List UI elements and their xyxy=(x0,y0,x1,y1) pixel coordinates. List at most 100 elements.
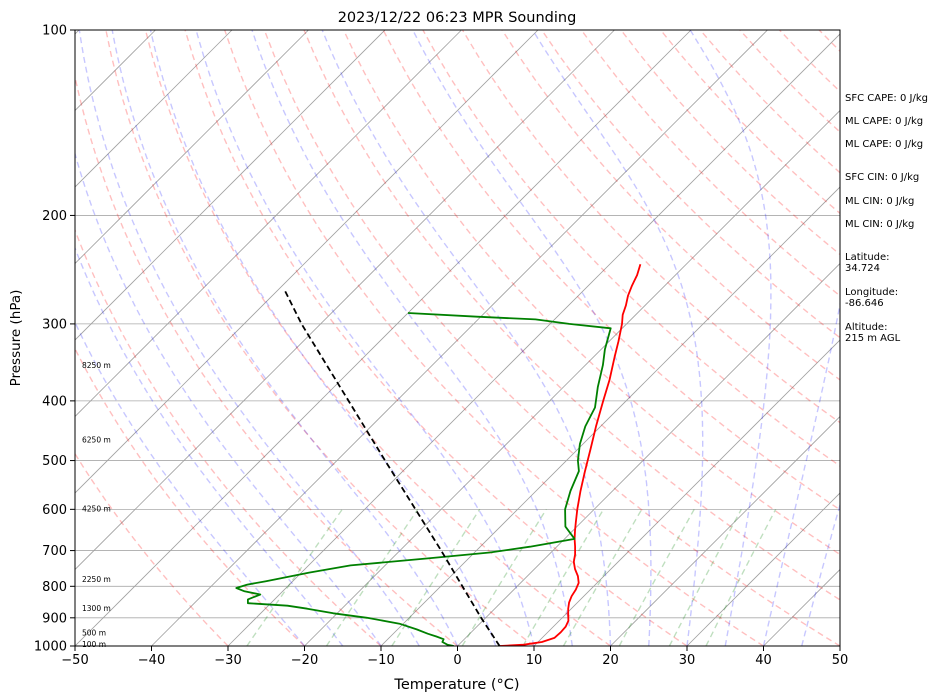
x-axis-label: Temperature (°C) xyxy=(393,677,519,693)
isotherm-line xyxy=(380,186,840,646)
x-tick-label: 40 xyxy=(755,653,772,668)
x-tick-label: −30 xyxy=(214,653,241,668)
mixing-ratio-line xyxy=(246,508,343,646)
isotherm-line xyxy=(75,30,309,265)
x-tick-label: 10 xyxy=(526,653,543,668)
moist-adiabat-line xyxy=(75,246,344,646)
mixing-ratio-line xyxy=(522,508,605,646)
moist-adiabat-line xyxy=(78,30,420,646)
dry-adiabat-line xyxy=(580,30,840,297)
ml-cape-text: ML CAPE: 0 J/kg xyxy=(845,116,924,127)
axes: −50 −40 −30 −20 −10 0 10 20 30 40 50 100 200 300 400 50… xyxy=(34,24,848,669)
isotherm-line xyxy=(75,30,386,341)
y-axis-label: Pressure (hPa) xyxy=(8,290,24,387)
x-tick-label: 50 xyxy=(832,653,849,668)
isotherm-line xyxy=(151,30,768,646)
ml-cin-text: ML CIN: 0 J/kg xyxy=(845,196,915,207)
moist-adiabat-line xyxy=(111,30,459,646)
moist-adiabat-line xyxy=(689,30,772,646)
dry-adiabat-line xyxy=(144,30,611,646)
moist-adiabat-line xyxy=(762,300,840,646)
dry-adiabat-line xyxy=(382,30,840,511)
plot-frame xyxy=(74,29,841,647)
isotherm-line xyxy=(610,415,840,646)
isotherm-line xyxy=(304,109,840,646)
sounding-traces xyxy=(235,263,642,646)
x-tick-label: −50 xyxy=(61,653,88,668)
y-tick-label: 900 xyxy=(42,611,67,626)
height-label: 4250 m xyxy=(82,504,111,513)
chart-title: 2023/12/22 06:23 MPR Sounding xyxy=(338,10,577,26)
x-tick-label: −40 xyxy=(138,653,165,668)
height-label: 1300 m xyxy=(82,604,111,613)
moist-adiabat-line xyxy=(412,30,652,646)
dry-adiabat-line xyxy=(224,30,764,646)
dry-adiabat-line xyxy=(263,30,840,646)
dry-adiabat-line xyxy=(422,30,840,467)
mixing-ratio-line xyxy=(618,508,695,646)
moist-adiabat-line xyxy=(195,30,535,646)
isotherm-line xyxy=(75,30,233,188)
isotherm-line xyxy=(75,30,462,418)
ml-cape-text-2: ML CAPE: 0 J/kg xyxy=(845,139,924,150)
moist-adiabat-line xyxy=(321,30,612,646)
x-tick-label: 30 xyxy=(679,653,696,668)
height-label: 100 m xyxy=(82,640,106,649)
reference-lines xyxy=(0,30,840,646)
mixing-ratio-line xyxy=(461,508,547,646)
isotherm-line xyxy=(0,30,3,646)
moist-adiabat-line xyxy=(532,30,704,646)
x-tick-label: −20 xyxy=(291,653,318,668)
height-label: 6250 m xyxy=(82,435,111,444)
parcel-line xyxy=(284,290,501,646)
mixing-ratio-line xyxy=(391,508,481,646)
y-tick-label: 400 xyxy=(42,394,67,409)
isotherm-line xyxy=(457,262,840,646)
temperature-line xyxy=(499,263,642,646)
y-tick-label: 800 xyxy=(42,580,67,595)
isotherm-line xyxy=(686,492,840,646)
dry-adiabat-line xyxy=(75,347,305,646)
ml-cin-text-2: ML CIN: 0 J/kg xyxy=(845,219,915,230)
moist-adiabat-line xyxy=(75,151,382,646)
dry-adiabat-line xyxy=(105,30,535,646)
mixing-ratio-line xyxy=(705,508,777,646)
x-tick-label: −10 xyxy=(367,653,394,668)
moist-adiabat-line xyxy=(801,502,840,646)
x-tick-label: 0 xyxy=(453,653,461,668)
dry-adiabat-line xyxy=(303,30,840,601)
y-tick-label: 200 xyxy=(42,209,67,224)
height-label: 8250 m xyxy=(82,361,111,370)
height-label: 500 m xyxy=(82,629,106,638)
sfc-cin-text: SFC CIN: 0 J/kg xyxy=(845,172,920,183)
isotherm-line xyxy=(227,33,840,646)
mixing-ratio-line xyxy=(562,508,643,646)
y-tick-label: 1000 xyxy=(34,640,67,655)
y-tick-label: 300 xyxy=(42,317,67,332)
dewpoint-line xyxy=(235,312,612,646)
isotherm-line xyxy=(533,339,840,646)
dry-adiabat-line xyxy=(184,30,688,646)
longitude-text: Longitude: -86.646 xyxy=(845,287,899,309)
moist-adiabat-line xyxy=(149,30,497,646)
mixing-ratio-line xyxy=(325,508,419,646)
isotherm-line xyxy=(75,30,692,646)
mixing-ratio-line xyxy=(668,508,742,646)
sfc-cape-text: SFC CAPE: 0 J/kg xyxy=(845,93,928,104)
dry-adiabat-line xyxy=(75,73,458,646)
moist-adiabat-line xyxy=(251,30,573,646)
y-tick-label: 500 xyxy=(42,454,67,469)
y-tick-label: 600 xyxy=(42,503,67,518)
latitude-text: Latitude: 34.724 xyxy=(845,252,890,274)
dry-adiabat-line xyxy=(75,228,382,646)
dry-adiabat-line xyxy=(75,452,229,646)
isotherm-line xyxy=(75,30,539,494)
y-tick-label: 700 xyxy=(42,544,67,559)
isotherm-line xyxy=(75,30,615,571)
altitude-text: Altitude: 215 m AGL xyxy=(845,322,901,344)
y-tick-label: 100 xyxy=(42,24,67,39)
x-tick-label: 20 xyxy=(602,653,619,668)
height-label: 2250 m xyxy=(82,575,111,584)
dry-adiabat-line xyxy=(342,30,840,556)
